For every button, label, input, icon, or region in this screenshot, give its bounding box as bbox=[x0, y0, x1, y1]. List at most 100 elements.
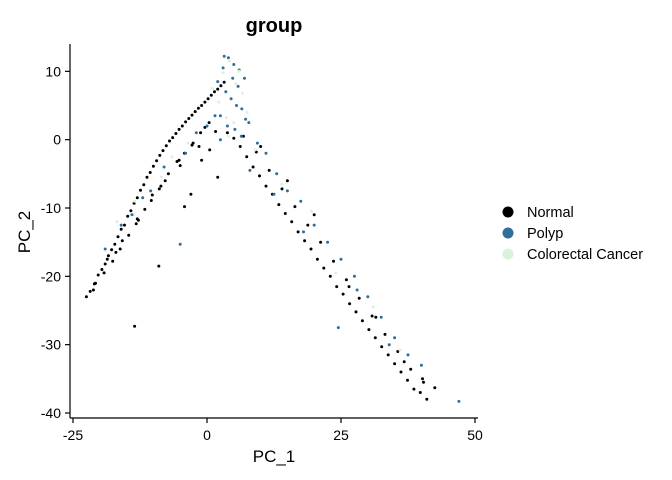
point-series-0-48 bbox=[134, 222, 138, 226]
point-series-0-83 bbox=[264, 184, 268, 188]
point-series-1-25 bbox=[264, 151, 268, 155]
point-series-1-49 bbox=[231, 76, 235, 80]
point-series-0-124 bbox=[259, 145, 263, 148]
point-series-1-8 bbox=[235, 104, 238, 107]
point-series-2-18 bbox=[237, 69, 241, 73]
point-series-1-2 bbox=[226, 56, 230, 60]
point-series-0-20 bbox=[151, 164, 155, 168]
point-series-0-62 bbox=[163, 179, 167, 183]
point-series-0-73 bbox=[133, 324, 137, 328]
point-series-0-126 bbox=[312, 213, 316, 217]
point-series-0-91 bbox=[315, 257, 319, 261]
point-series-0-118 bbox=[357, 296, 361, 300]
point-series-2-19 bbox=[210, 86, 214, 90]
legend: Normal Polyp Colorectal Cancer bbox=[502, 205, 643, 263]
point-series-1-41 bbox=[248, 168, 252, 172]
point-series-1-31 bbox=[339, 257, 343, 261]
point-series-0-19 bbox=[148, 171, 152, 174]
point-series-0-8 bbox=[113, 242, 117, 246]
point-series-0-11 bbox=[123, 223, 126, 227]
point-series-0-15 bbox=[135, 196, 139, 200]
point-series-0-112 bbox=[280, 187, 284, 191]
point-series-0-61 bbox=[149, 199, 153, 202]
point-series-0-103 bbox=[393, 362, 397, 366]
point-series-2-6 bbox=[232, 121, 236, 125]
point-series-0-113 bbox=[293, 205, 297, 209]
point-series-1-12 bbox=[233, 127, 237, 131]
point-series-1-18 bbox=[213, 114, 217, 118]
point-series-0-132 bbox=[200, 158, 204, 162]
point-series-1-3 bbox=[232, 63, 236, 66]
y-ticks: -40 -30 -20 -10 0 10 bbox=[41, 63, 70, 421]
y-tick-label-4: 0 bbox=[53, 132, 61, 148]
point-series-2-3 bbox=[240, 91, 244, 95]
point-series-0-75 bbox=[183, 205, 186, 209]
x-tick-label-0: -25 bbox=[63, 427, 83, 443]
point-series-0-95 bbox=[341, 292, 345, 296]
point-series-2-9 bbox=[133, 199, 137, 203]
point-series-0-16 bbox=[139, 188, 142, 192]
point-series-0-1 bbox=[88, 289, 92, 293]
point-series-1-6 bbox=[224, 90, 228, 94]
point-series-0-57 bbox=[207, 121, 211, 125]
point-series-1-20 bbox=[141, 196, 145, 200]
point-series-0-130 bbox=[421, 377, 424, 381]
point-series-1-7 bbox=[229, 97, 233, 101]
point-series-1-46 bbox=[387, 343, 391, 347]
point-series-0-82 bbox=[258, 174, 261, 178]
point-series-0-36 bbox=[203, 100, 207, 104]
point-series-0-3 bbox=[96, 273, 100, 277]
point-series-0-121 bbox=[396, 350, 400, 353]
point-series-1-33 bbox=[366, 295, 370, 299]
point-series-1-36 bbox=[406, 353, 410, 357]
point-series-2-5 bbox=[245, 110, 249, 114]
point-series-0-9 bbox=[116, 235, 120, 239]
point-series-0-10 bbox=[119, 227, 123, 231]
point-series-0-35 bbox=[200, 104, 204, 107]
point-series-0-6 bbox=[106, 254, 110, 258]
point-series-0-47 bbox=[127, 233, 131, 237]
point-series-1-11 bbox=[225, 124, 229, 128]
point-series-0-45 bbox=[111, 259, 115, 263]
point-series-0-50 bbox=[150, 193, 154, 197]
point-series-0-72 bbox=[214, 130, 218, 133]
point-series-0-80 bbox=[245, 155, 249, 159]
point-series-0-68 bbox=[136, 218, 140, 222]
y-tick-label-2: -20 bbox=[41, 268, 61, 284]
point-series-0-18 bbox=[145, 175, 149, 179]
point-series-0-51 bbox=[159, 184, 163, 188]
point-series-2-13 bbox=[310, 209, 313, 213]
point-series-0-96 bbox=[348, 302, 352, 306]
point-series-1-39 bbox=[178, 242, 182, 246]
y-axis-label: PC_2 bbox=[15, 211, 34, 254]
point-series-0-66 bbox=[91, 288, 95, 292]
point-series-0-119 bbox=[370, 314, 374, 318]
point-series-2-15 bbox=[371, 305, 375, 309]
point-series-1-37 bbox=[419, 363, 423, 367]
point-series-0-0 bbox=[84, 295, 88, 299]
point-series-1-14 bbox=[244, 117, 248, 121]
point-series-0-87 bbox=[290, 220, 294, 224]
point-series-1-27 bbox=[285, 189, 289, 193]
point-series-0-37 bbox=[206, 97, 210, 101]
point-series-1-28 bbox=[299, 199, 303, 203]
point-series-0-30 bbox=[184, 120, 188, 124]
x-ticks: -25 0 25 50 bbox=[63, 418, 483, 443]
point-series-1-38 bbox=[457, 399, 461, 403]
y-tick-label-5: 10 bbox=[45, 63, 61, 79]
point-series-0-114 bbox=[306, 223, 310, 227]
point-series-2-21 bbox=[170, 155, 174, 159]
point-series-0-94 bbox=[335, 285, 339, 289]
point-series-0-32 bbox=[190, 113, 194, 117]
legend-label-2: Colorectal Cancer bbox=[527, 247, 643, 263]
point-series-0-24 bbox=[164, 144, 168, 148]
point-series-0-99 bbox=[367, 328, 371, 332]
point-series-2-2 bbox=[234, 82, 238, 86]
point-series-2-4 bbox=[217, 100, 221, 104]
point-series-0-58 bbox=[105, 257, 109, 261]
points-layer bbox=[84, 54, 461, 403]
point-series-0-81 bbox=[251, 165, 255, 169]
point-series-0-49 bbox=[143, 207, 147, 211]
point-series-0-106 bbox=[412, 387, 416, 391]
point-series-0-4 bbox=[100, 268, 104, 271]
